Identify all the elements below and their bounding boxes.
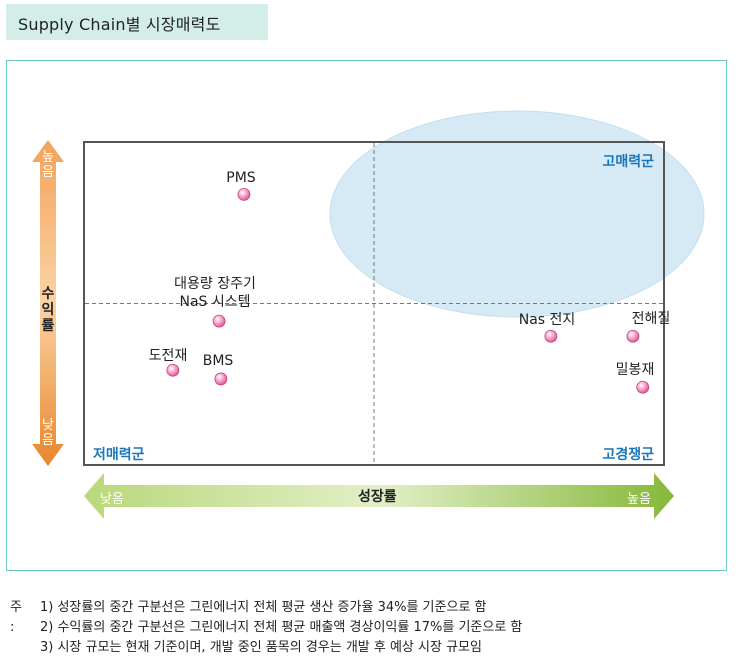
data-point-3: [214, 372, 228, 386]
data-point-5: [626, 329, 640, 343]
point-label-nas-battery: Nas 전지: [518, 312, 576, 328]
y-axis-arrow: [32, 140, 64, 466]
point-label-large-capacity-nas-line1: 대용량 장주기: [174, 276, 256, 292]
data-points: [166, 187, 650, 394]
x-axis-low-label: 낮음: [100, 492, 124, 507]
data-point-6: [636, 380, 650, 394]
x-axis-title: 성장률: [358, 489, 397, 505]
footnote-prefix: 주 :: [10, 600, 22, 635]
quadrant-dividers: [85, 143, 663, 464]
point-label-large-capacity-nas: 대용량 장주기 NaS 시스템: [174, 275, 256, 311]
point-label-bms: BMS: [202, 353, 234, 369]
point-label-pms: PMS: [226, 170, 256, 186]
data-point-0: [237, 187, 251, 201]
high-attractiveness-region: [329, 110, 705, 318]
point-label-electrolyte: 전해질: [631, 311, 671, 327]
point-label-sealant: 밀봉재: [615, 362, 655, 378]
data-point-4: [544, 329, 558, 343]
x-axis-high-label: 높음: [627, 492, 651, 507]
footnote-2: 2) 수익률의 중간 구분선은 그린에너지 전체 평균 매출액 경상이익률 17…: [40, 620, 523, 635]
footnote-1: 1) 성장률의 중간 구분선은 그린에너지 전체 평균 생산 증가율 34%를 …: [40, 600, 487, 615]
quadrant-label-high-competition: 고경쟁군: [602, 447, 654, 463]
chart-title: Supply Chain별 시장매력도: [18, 15, 221, 34]
quadrant-label-low-attractiveness: 저매력군: [93, 447, 145, 463]
point-label-large-capacity-nas-line2: NaS 시스템: [179, 294, 251, 310]
point-label-conductive-agent: 도전재: [148, 348, 188, 364]
x-axis-arrow: [84, 473, 674, 519]
chart-title-tab: Supply Chain별 시장매력도: [6, 4, 268, 40]
data-point-1: [212, 314, 226, 328]
data-point-2: [166, 363, 180, 377]
plot-area: [83, 141, 665, 466]
footnote-3: 3) 시장 규모는 현재 기준이며, 개발 중인 품목의 경우는 개발 후 예상…: [40, 640, 482, 655]
quadrant-label-high-attractiveness: 고매력군: [602, 154, 654, 170]
